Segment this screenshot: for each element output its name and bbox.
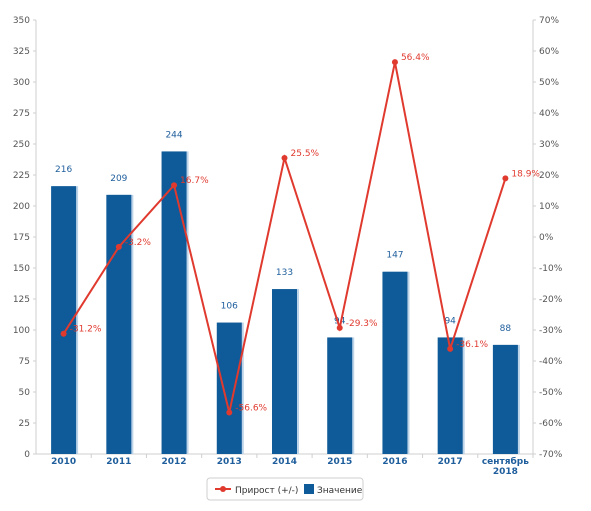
growth-point[interactable] [447,345,454,352]
y-left-tick-label: 0 [24,450,30,460]
y-right-tick-label: 70% [539,16,559,26]
y-right-tick-label: 40% [539,109,559,119]
growth-point[interactable] [391,59,398,66]
x-tick-label: 2011 [106,457,131,467]
growth-value-label: -36.1% [456,340,488,350]
bar[interactable] [161,151,187,454]
y-right-tick-label: -40% [539,357,563,367]
y-right-tick-label: 50% [539,78,559,88]
y-right-tick-label: -20% [539,295,563,305]
bar-value-label: 133 [276,268,293,278]
growth-point[interactable] [226,409,233,416]
x-tick-label: 2016 [382,457,407,467]
y-right-tick-label: -10% [539,264,563,274]
growth-point[interactable] [281,154,288,161]
x-tick-label: 2018 [493,467,518,477]
growth-point[interactable] [60,330,67,337]
y-left-tick-label: 275 [13,109,30,119]
y-right-tick-label: 20% [539,171,559,181]
y-right-tick-label: -70% [539,450,563,460]
y-right-tick-label: 10% [539,202,559,212]
y-left-tick-label: 300 [13,78,30,88]
growth-value-label: 56.4% [401,53,430,63]
growth-value-label: -3.2% [125,238,152,248]
growth-value-label: -31.2% [70,325,102,335]
y-left-tick-label: 150 [13,264,30,274]
y-left-tick-label: 350 [13,16,30,26]
bar[interactable] [437,337,463,454]
y-left-tick-label: 200 [13,202,30,212]
growth-point[interactable] [336,324,343,331]
x-tick-label: 2013 [217,457,242,467]
growth-value-label: -29.3% [346,319,378,329]
growth-value-label: -56.6% [235,403,267,413]
y-right-tick-label: 30% [539,140,559,150]
y-right-tick-label: -50% [539,388,563,398]
growth-value-label: 18.9% [511,169,540,179]
bar-value-label: 88 [500,324,512,334]
y-left-tick-label: 125 [13,295,30,305]
y-left-tick-label: 225 [13,171,30,181]
bar-value-label: 94 [334,316,346,326]
x-tick-label: 2015 [327,457,352,467]
y-right-tick-label: 60% [539,47,559,57]
legend-box [206,477,364,501]
y-right-tick-label: -60% [539,419,563,429]
bar-value-label: 209 [110,174,127,184]
x-tick-label: 2012 [162,457,187,467]
bar-value-label: 94 [444,316,456,326]
bar-value-label: 106 [221,302,238,312]
bar-value-label: 216 [55,165,72,175]
growth-point[interactable] [502,175,509,182]
y-left-tick-label: 75 [19,357,30,367]
legend-line-marker [220,486,226,492]
y-left-tick-label: 25 [19,419,30,429]
legend-item-value[interactable]: Значение [317,486,363,496]
y-right-tick-label: 0% [539,233,554,243]
y-left-tick-label: 100 [13,326,30,336]
x-tick-label: 2014 [272,457,297,467]
bar-value-label: 244 [165,130,182,140]
bar[interactable] [382,271,408,454]
x-tick-label: 2010 [51,457,76,467]
y-right-tick-label: -30% [539,326,563,336]
bar[interactable] [216,322,242,454]
legend-bar-swatch [304,484,314,494]
x-tick-label: 2017 [438,457,463,467]
y-left-tick-label: 175 [13,233,30,243]
bar[interactable] [272,289,297,454]
growth-value-label: 25.5% [291,149,320,159]
bar-value-label: 147 [386,251,403,261]
growth-value-label: 16.7% [180,176,209,186]
legend-item-growth[interactable]: Прирост (+/-) [235,486,298,496]
y-left-tick-label: 50 [19,388,31,398]
bar[interactable] [492,344,518,454]
y-left-tick-label: 250 [13,140,30,150]
y-left-tick-label: 325 [13,47,30,57]
growth-point[interactable] [171,182,178,189]
x-tick-label: сентябрь [482,456,529,467]
growth-point[interactable] [115,243,122,250]
bar[interactable] [106,194,132,454]
bar[interactable] [327,337,353,454]
